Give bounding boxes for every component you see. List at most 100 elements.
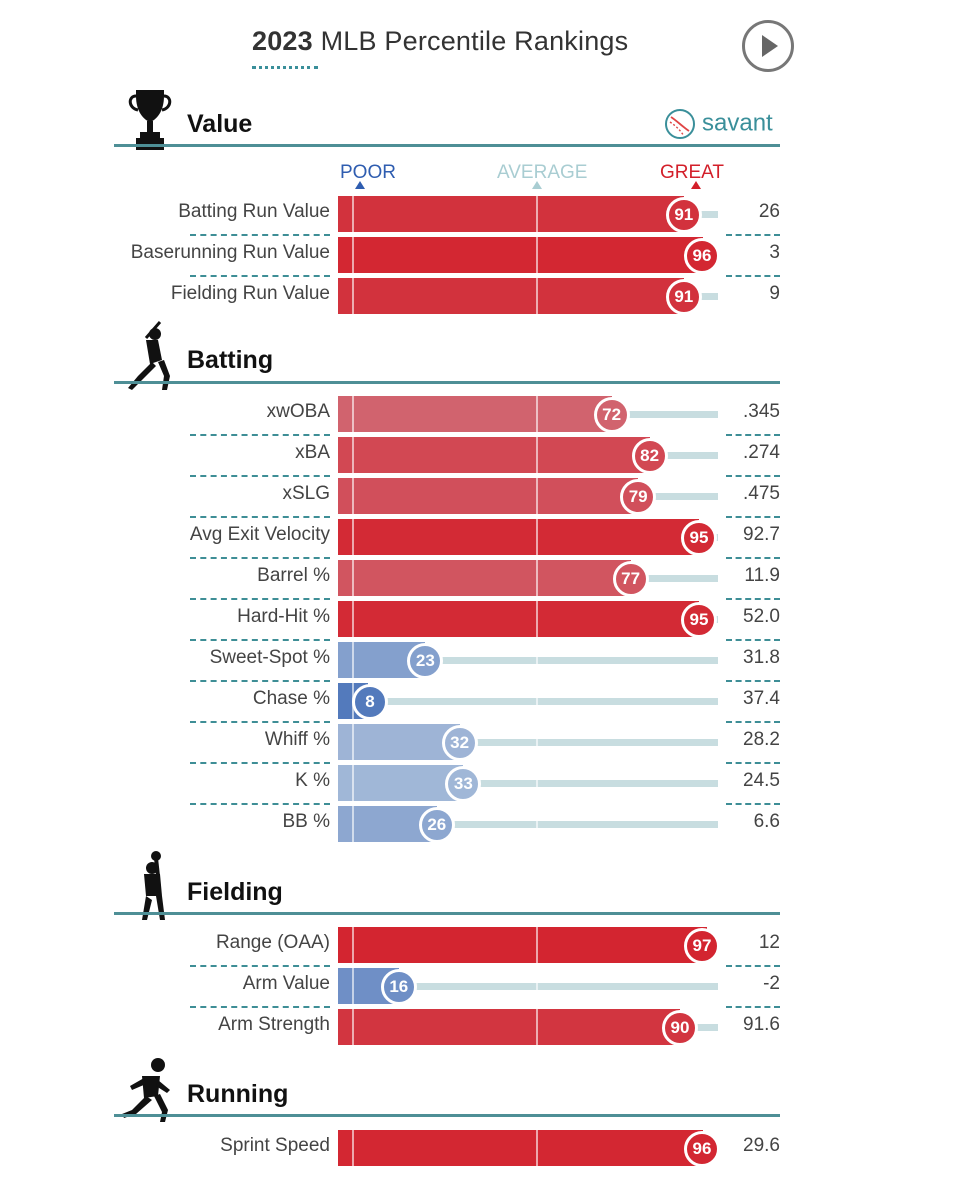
row-divider: [726, 762, 780, 764]
metric-row: xSLG 79 .475: [0, 478, 960, 518]
metric-value: 29.6: [743, 1135, 780, 1156]
row-divider: [190, 516, 330, 518]
bar-edge-marker: [352, 724, 354, 760]
percentile-bar: [338, 196, 684, 232]
percentile-badge: 33: [445, 766, 482, 802]
metric-label: K %: [295, 770, 330, 791]
trophy-icon: [128, 90, 172, 150]
section-rule: [114, 144, 780, 147]
percentile-bar: [338, 560, 631, 596]
row-divider: [190, 275, 330, 277]
section-title-value: Value: [187, 110, 253, 138]
row-divider: [726, 475, 780, 477]
row-divider: [190, 965, 330, 967]
metric-value: 9: [769, 283, 780, 304]
metric-label: BB %: [282, 811, 330, 832]
scale-great-arrow: [691, 181, 701, 189]
percentile-badge: 82: [631, 438, 668, 474]
metric-label: Chase %: [252, 688, 330, 709]
metric-row: Fielding Run Value 91 9: [0, 278, 960, 315]
metric-row: Avg Exit Velocity 95 92.7: [0, 519, 960, 559]
percentile-bar: [338, 1130, 703, 1166]
bar-edge-marker: [352, 1009, 354, 1045]
bar-track: [338, 983, 718, 990]
average-marker: [536, 237, 538, 273]
bar-edge-marker: [352, 601, 354, 637]
percentile-badge: 96: [684, 1131, 720, 1167]
average-marker: [536, 1130, 538, 1166]
metric-value: 26: [758, 201, 780, 222]
play-icon: [762, 35, 778, 57]
play-button[interactable]: [742, 20, 794, 72]
average-marker: [536, 765, 538, 801]
percentile-bar: [338, 278, 684, 314]
metric-row: Arm Value 16 -2: [0, 968, 960, 1008]
row-divider: [726, 598, 780, 600]
bar-track: [338, 780, 718, 787]
percentile-badge: 32: [441, 725, 478, 761]
metric-label: Arm Value: [242, 973, 330, 994]
average-marker: [536, 1009, 538, 1045]
percentile-bar: [338, 927, 707, 963]
percentile-bar: [338, 519, 699, 555]
row-divider: [190, 680, 330, 682]
metric-label: Barrel %: [257, 565, 330, 586]
metric-value: 37.4: [743, 688, 780, 709]
metric-value: 24.5: [743, 770, 780, 791]
section-title-batting: Batting: [187, 346, 274, 374]
percentile-badge: 16: [380, 969, 417, 1005]
row-divider: [726, 1006, 780, 1008]
percentile-badge: 77: [612, 561, 649, 597]
metric-label: Hard-Hit %: [237, 606, 330, 627]
metric-value: 6.6: [753, 811, 780, 832]
metric-label: Range (OAA): [215, 932, 330, 953]
metric-value: 31.8: [743, 647, 780, 668]
metric-row: Baserunning Run Value 96 3: [0, 237, 960, 277]
savant-text: savant: [702, 109, 773, 137]
metric-value: 28.2: [743, 729, 780, 750]
percentile-bar: [338, 237, 703, 273]
bar-edge-marker: [352, 237, 354, 273]
metric-row: xBA 82 .274: [0, 437, 960, 477]
bar-edge-marker: [352, 437, 354, 473]
section-rule: [114, 1114, 780, 1117]
bar-track: [338, 657, 718, 664]
row-divider: [190, 1006, 330, 1008]
average-marker: [536, 642, 538, 678]
average-marker: [536, 396, 538, 432]
title-underline: [252, 66, 318, 69]
row-divider: [726, 803, 780, 805]
bar-edge-marker: [352, 1130, 354, 1166]
row-divider: [190, 803, 330, 805]
percentile-bar: [338, 765, 464, 801]
runner-icon: [122, 1058, 170, 1122]
metric-value: 12: [758, 932, 780, 953]
metric-label: Sprint Speed: [220, 1135, 330, 1156]
row-divider: [190, 762, 330, 764]
bar-track: [338, 739, 718, 746]
percentile-bar: [338, 1009, 680, 1045]
average-marker: [536, 968, 538, 1004]
page-title: 2023 MLB Percentile Rankings: [252, 26, 628, 57]
average-marker: [536, 560, 538, 596]
percentile-badge: 91: [665, 197, 702, 233]
metric-value: 3: [769, 242, 780, 263]
metric-value: .475: [743, 483, 780, 504]
percentile-badge: 8: [352, 684, 388, 720]
bar-edge-marker: [352, 478, 354, 514]
scale-poor-arrow: [355, 181, 365, 189]
row-divider: [190, 475, 330, 477]
row-divider: [726, 234, 780, 236]
section-title-running: Running: [187, 1080, 289, 1108]
percentile-bar: [338, 601, 699, 637]
scale-average-arrow: [532, 181, 542, 189]
metric-row: Hard-Hit % 95 52.0: [0, 601, 960, 641]
average-marker: [536, 683, 538, 719]
percentile-badge: 23: [407, 643, 444, 679]
row-divider: [190, 639, 330, 641]
percentile-badge: 72: [593, 397, 630, 433]
row-divider: [190, 557, 330, 559]
metric-value: 52.0: [743, 606, 780, 627]
metric-label: Avg Exit Velocity: [189, 524, 330, 545]
bar-edge-marker: [352, 927, 354, 963]
